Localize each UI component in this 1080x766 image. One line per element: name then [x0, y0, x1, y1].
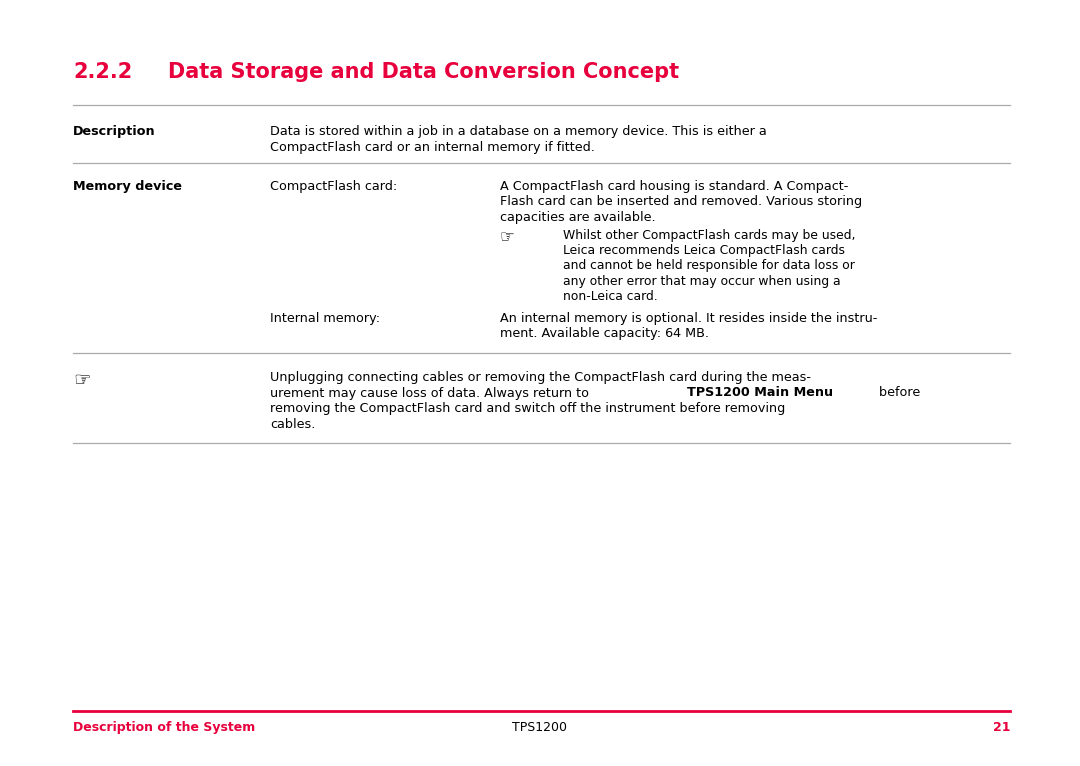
Text: TPS1200 Main Menu: TPS1200 Main Menu — [687, 387, 833, 400]
Text: Leica recommends Leica CompactFlash cards: Leica recommends Leica CompactFlash card… — [563, 244, 845, 257]
Text: An internal memory is optional. It resides inside the instru-: An internal memory is optional. It resid… — [500, 312, 877, 325]
Text: cables.: cables. — [270, 417, 315, 430]
Text: Description: Description — [73, 125, 156, 138]
Text: ☞: ☞ — [500, 228, 515, 247]
Text: removing the CompactFlash card and switch off the instrument before removing: removing the CompactFlash card and switc… — [270, 402, 785, 415]
Text: 21: 21 — [993, 721, 1010, 734]
Text: Whilst other CompactFlash cards may be used,: Whilst other CompactFlash cards may be u… — [563, 228, 855, 241]
Text: non-Leica card.: non-Leica card. — [563, 290, 658, 303]
Text: ment. Available capacity: 64 MB.: ment. Available capacity: 64 MB. — [500, 328, 708, 341]
Text: Internal memory:: Internal memory: — [270, 312, 380, 325]
Text: A CompactFlash card housing is standard. A Compact-: A CompactFlash card housing is standard.… — [500, 180, 849, 193]
Text: Unplugging connecting cables or removing the CompactFlash card during the meas-: Unplugging connecting cables or removing… — [270, 371, 811, 384]
Text: capacities are available.: capacities are available. — [500, 211, 656, 224]
Text: TPS1200: TPS1200 — [513, 721, 567, 734]
Text: any other error that may occur when using a: any other error that may occur when usin… — [563, 275, 840, 288]
Text: 2.2.2: 2.2.2 — [73, 62, 132, 82]
Text: CompactFlash card or an internal memory if fitted.: CompactFlash card or an internal memory … — [270, 140, 595, 153]
Text: CompactFlash card:: CompactFlash card: — [270, 180, 397, 193]
Text: urement may cause loss of data. Always return to: urement may cause loss of data. Always r… — [270, 387, 593, 400]
Text: ☞: ☞ — [73, 371, 91, 390]
Text: and cannot be held responsible for data loss or: and cannot be held responsible for data … — [563, 260, 855, 273]
Text: Memory device: Memory device — [73, 180, 183, 193]
Text: Description of the System: Description of the System — [73, 721, 255, 734]
Text: Data is stored within a job in a database on a memory device. This is either a: Data is stored within a job in a databas… — [270, 125, 767, 138]
Text: Flash card can be inserted and removed. Various storing: Flash card can be inserted and removed. … — [500, 195, 862, 208]
Text: before: before — [875, 387, 920, 400]
Text: Data Storage and Data Conversion Concept: Data Storage and Data Conversion Concept — [168, 62, 679, 82]
